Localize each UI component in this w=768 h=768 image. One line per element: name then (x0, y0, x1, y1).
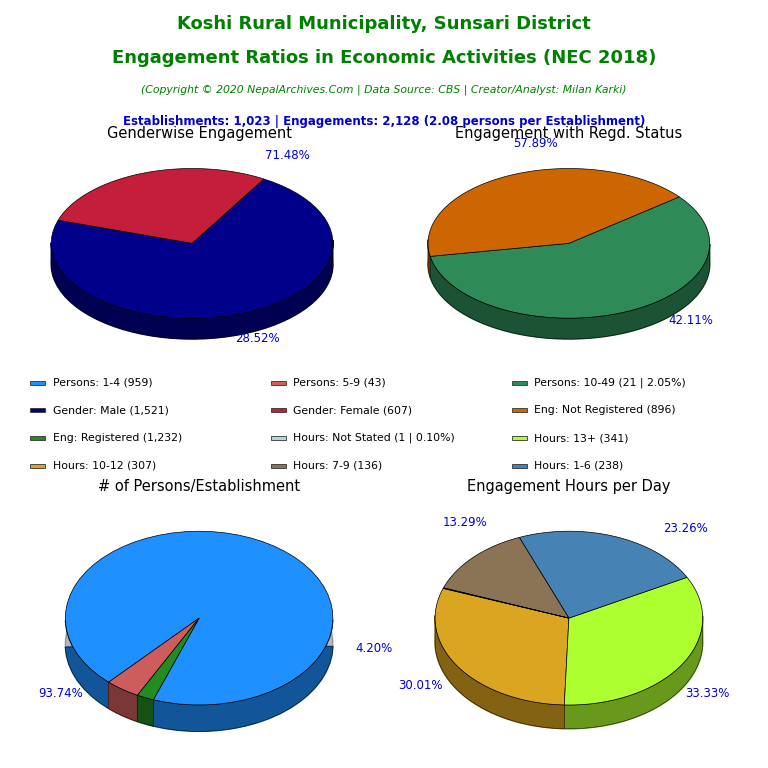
Text: Eng: Not Registered (896): Eng: Not Registered (896) (534, 406, 676, 415)
Bar (30, 380, 45, 385)
Polygon shape (443, 538, 569, 618)
Bar (511, 436, 527, 440)
Text: 57.89%: 57.89% (514, 137, 558, 151)
Text: Hours: 10-12 (307): Hours: 10-12 (307) (52, 461, 156, 471)
Polygon shape (65, 620, 333, 731)
Title: Engagement Hours per Day: Engagement Hours per Day (467, 479, 670, 495)
Text: Persons: 5-9 (43): Persons: 5-9 (43) (293, 378, 386, 388)
Bar (511, 464, 527, 468)
Polygon shape (435, 555, 703, 729)
Text: 23.26%: 23.26% (663, 521, 707, 535)
Polygon shape (564, 616, 703, 729)
Bar (271, 464, 286, 468)
Polygon shape (137, 618, 199, 700)
Title: Engagement with Regd. Status: Engagement with Regd. Status (455, 126, 683, 141)
Text: Hours: Not Stated (1 | 0.10%): Hours: Not Stated (1 | 0.10%) (293, 433, 455, 443)
Text: Persons: 10-49 (21 | 2.05%): Persons: 10-49 (21 | 2.05%) (534, 377, 686, 388)
Text: Eng: Registered (1,232): Eng: Registered (1,232) (52, 433, 182, 443)
Polygon shape (51, 179, 333, 318)
Polygon shape (430, 197, 710, 318)
Text: Hours: 7-9 (136): Hours: 7-9 (136) (293, 461, 382, 471)
Polygon shape (137, 695, 154, 726)
Polygon shape (428, 189, 710, 339)
Text: Persons: 1-4 (959): Persons: 1-4 (959) (52, 378, 152, 388)
Polygon shape (428, 240, 430, 277)
Text: Establishments: 1,023 | Engagements: 2,128 (2.08 persons per Establishment): Establishments: 1,023 | Engagements: 2,1… (123, 115, 645, 128)
Text: 71.48%: 71.48% (265, 149, 310, 162)
Text: 30.01%: 30.01% (399, 679, 443, 692)
Polygon shape (519, 531, 687, 618)
Bar (511, 409, 527, 412)
Text: Hours: 13+ (341): Hours: 13+ (341) (534, 433, 628, 443)
Polygon shape (435, 616, 564, 729)
Title: Genderwise Engagement: Genderwise Engagement (107, 126, 292, 141)
Text: Engagement Ratios in Economic Activities (NEC 2018): Engagement Ratios in Economic Activities… (112, 48, 656, 67)
Text: 42.11%: 42.11% (669, 314, 713, 327)
Polygon shape (428, 168, 679, 257)
Text: 4.20%: 4.20% (355, 642, 392, 655)
Polygon shape (51, 240, 333, 339)
Polygon shape (58, 168, 264, 243)
Bar (271, 436, 286, 440)
Polygon shape (51, 189, 333, 339)
Bar (30, 409, 45, 412)
Text: 13.29%: 13.29% (443, 515, 488, 528)
Polygon shape (65, 558, 333, 731)
Bar (271, 380, 286, 385)
Bar (30, 464, 45, 468)
Text: (Copyright © 2020 NepalArchives.Com | Data Source: CBS | Creator/Analyst: Milan : (Copyright © 2020 NepalArchives.Com | Da… (141, 84, 627, 94)
Title: # of Persons/Establishment: # of Persons/Establishment (98, 479, 300, 495)
Text: Koshi Rural Municipality, Sunsari District: Koshi Rural Municipality, Sunsari Distri… (177, 15, 591, 33)
Bar (511, 380, 527, 385)
Text: 93.74%: 93.74% (38, 687, 83, 700)
Polygon shape (65, 531, 333, 705)
Polygon shape (430, 244, 710, 339)
Text: Gender: Female (607): Gender: Female (607) (293, 406, 412, 415)
Text: 33.33%: 33.33% (685, 687, 730, 700)
Polygon shape (564, 578, 703, 705)
Text: Hours: 1-6 (238): Hours: 1-6 (238) (534, 461, 623, 471)
Polygon shape (443, 588, 569, 618)
Text: 28.52%: 28.52% (235, 332, 280, 345)
Bar (30, 436, 45, 440)
Polygon shape (108, 682, 137, 722)
Polygon shape (435, 588, 569, 705)
Bar (271, 409, 286, 412)
Polygon shape (108, 618, 199, 695)
Text: Gender: Male (1,521): Gender: Male (1,521) (52, 406, 168, 415)
